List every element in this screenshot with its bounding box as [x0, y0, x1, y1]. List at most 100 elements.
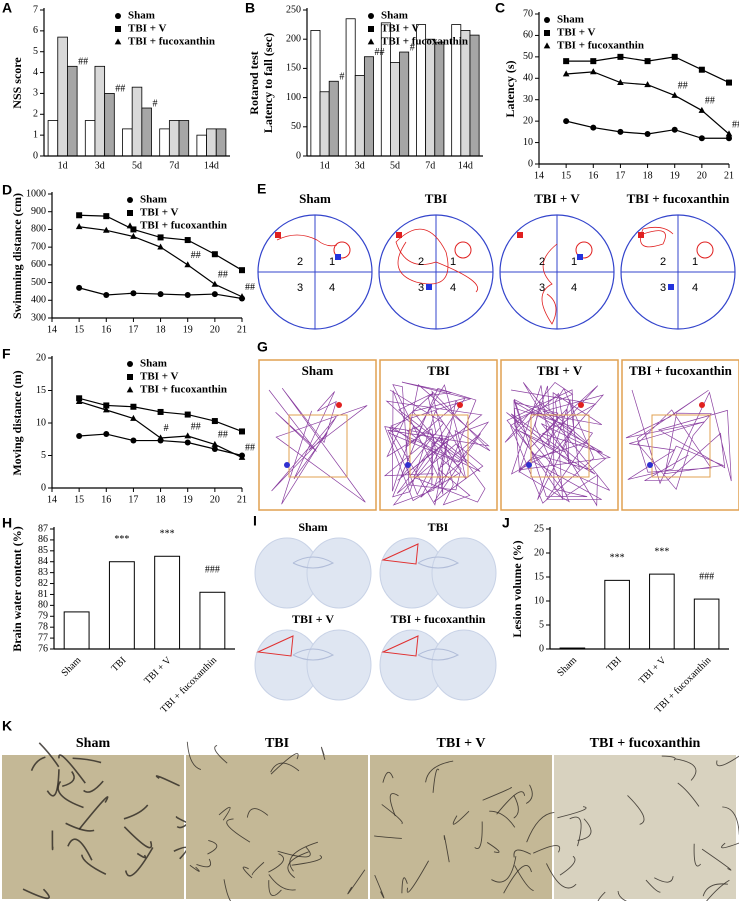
vessel [716, 755, 739, 767]
marker [211, 418, 218, 425]
x-tick-label: 15 [74, 494, 84, 505]
brain-slice [431, 537, 497, 609]
marker [617, 78, 624, 85]
caption: TBI [428, 520, 449, 534]
marker [367, 38, 375, 45]
y-tick-label: 85 [38, 545, 48, 556]
y-axis-label: Rotarod test [247, 51, 261, 114]
y-tick-label: 0 [539, 643, 544, 654]
ventricle [292, 556, 335, 569]
marker [184, 439, 191, 446]
platform [575, 241, 593, 259]
swim-track [395, 228, 478, 293]
y-tick-label: 20 [534, 547, 544, 558]
vessel [401, 877, 408, 894]
bar [328, 80, 339, 157]
vessel [78, 796, 109, 830]
y-tick-label: 1000 [26, 188, 46, 199]
caption: TBI + fucoxanthin [590, 736, 701, 751]
marker [126, 386, 134, 393]
vessel [189, 864, 200, 872]
x-tick-label: TBI [109, 655, 128, 674]
legend-label: Sham [140, 194, 167, 206]
marker [127, 361, 133, 367]
annotation: ## [732, 119, 739, 130]
y-tick-label: 150 [286, 63, 301, 74]
marker [671, 91, 679, 98]
y-tick-label: 4 [33, 67, 38, 78]
marker [698, 135, 705, 142]
micrograph [370, 755, 552, 899]
quadrant-label: 1 [571, 256, 577, 268]
vessel [406, 860, 429, 893]
marker [102, 226, 110, 233]
bar [122, 128, 133, 157]
start-marker [396, 232, 402, 238]
y-tick-label: 87 [38, 523, 48, 534]
marker [726, 135, 732, 142]
y-tick-label: 6 [33, 25, 38, 36]
bar [199, 591, 226, 650]
y-axis-label: Latency to fall (sec) [261, 33, 275, 133]
bar [196, 134, 207, 157]
vessel [645, 879, 661, 893]
vessel [577, 818, 592, 841]
y-tick-label: 25 [534, 523, 544, 534]
annotation: # [410, 42, 415, 53]
y-tick-label: 79 [38, 611, 48, 622]
marker [590, 124, 597, 131]
brain-slice [306, 537, 372, 609]
vessel [277, 846, 311, 858]
marker [157, 434, 164, 441]
marker [368, 13, 374, 19]
y-tick-label: 100 [286, 92, 301, 103]
x-tick-label: 16 [101, 494, 111, 505]
vessel [374, 835, 402, 839]
y-tick-label: 5 [539, 619, 544, 630]
brain-slice [306, 629, 372, 701]
bar [159, 128, 170, 157]
marker [157, 243, 164, 250]
vessel [46, 769, 60, 797]
quadrant-label: 2 [297, 256, 303, 268]
marker [617, 128, 624, 135]
y-tick-label: 10 [36, 417, 46, 428]
vessel [186, 741, 202, 770]
vessel [30, 756, 46, 771]
start-dot [336, 402, 342, 408]
vessel [123, 826, 153, 849]
vessel [693, 843, 701, 867]
annotation: # [164, 423, 169, 434]
quadrant-label: 3 [297, 282, 303, 294]
x-tick-label: 16 [101, 324, 111, 335]
annotation: ## [678, 81, 688, 92]
annotation: ## [78, 57, 88, 68]
panel-label: B [245, 0, 255, 16]
caption: TBI + V [537, 363, 583, 378]
x-tick-label: 19 [670, 170, 680, 181]
marker [103, 291, 110, 298]
bar [399, 51, 410, 157]
x-tick-label: 17 [128, 324, 138, 335]
marker [115, 13, 121, 19]
y-axis-label: Lesion volume (%) [510, 540, 524, 637]
x-tick-label: 14 [534, 170, 544, 181]
vessel [270, 753, 299, 775]
vessel [482, 786, 512, 801]
y-tick-label: 800 [31, 224, 46, 235]
caption: Sham [298, 520, 327, 534]
legend-label: TBI + V [128, 23, 167, 35]
marker [671, 53, 678, 60]
quadrant-label: 3 [660, 282, 666, 294]
marker [544, 30, 550, 36]
bar [319, 91, 330, 157]
vessel [72, 757, 102, 764]
vessel [83, 780, 104, 793]
annotation: ### [205, 565, 220, 576]
vessel [617, 890, 628, 901]
bar [67, 65, 78, 157]
panel-label: E [257, 181, 266, 197]
caption: TBI + fucoxanthin [391, 612, 486, 626]
y-tick-label: 900 [31, 206, 46, 217]
x-tick-label: TBI [605, 655, 624, 674]
